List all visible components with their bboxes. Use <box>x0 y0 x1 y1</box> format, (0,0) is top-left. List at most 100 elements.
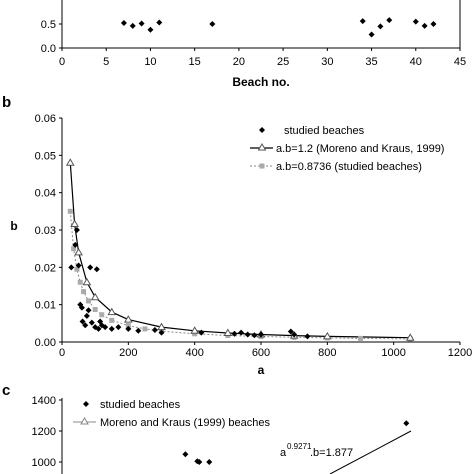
x-tick-label: 15 <box>189 56 201 68</box>
data-point <box>81 289 87 295</box>
data-point <box>403 420 410 427</box>
data-point <box>129 22 136 29</box>
panel-c: c 1000 1200 1400 studied beaches Moreno an… <box>2 382 412 474</box>
series-studied-beaches-fit-curve <box>69 211 411 340</box>
x-tick-label: 5 <box>103 56 109 68</box>
x-tick-label: 40 <box>410 56 422 68</box>
data-point <box>198 329 205 336</box>
data-point <box>102 324 109 331</box>
data-point <box>75 262 82 269</box>
data-point <box>135 327 142 334</box>
legend-label-c-moreno-kraus: Moreno and Kraus (1999) beaches <box>100 417 270 429</box>
data-point <box>209 21 216 27</box>
data-point <box>85 307 92 314</box>
y-tick-label: 0.04 <box>35 188 56 200</box>
x-tick-label: 800 <box>318 347 336 359</box>
x-tick-label: 400 <box>185 347 203 359</box>
data-point <box>190 326 200 334</box>
data-point <box>156 19 163 26</box>
panel-c-legend: studied beaches Moreno and Kraus (1999) … <box>73 399 270 429</box>
data-point <box>231 330 238 337</box>
panel-b-y-axis-label: b <box>10 219 17 233</box>
legend-label-studied-beaches: studied beaches <box>284 125 365 137</box>
panel-a: 0.0 0.5 0 5 10 15 20 25 30 35 40 45 Beach no. <box>41 0 466 89</box>
data-point <box>115 324 122 331</box>
data-point <box>125 325 132 332</box>
data-point <box>108 325 115 332</box>
x-tick-label: 35 <box>365 56 377 68</box>
x-tick-label: 25 <box>277 56 289 68</box>
data-point <box>68 264 75 271</box>
data-point <box>87 264 94 271</box>
data-point <box>83 312 90 319</box>
x-tick-label: 45 <box>454 56 466 68</box>
data-point <box>251 332 258 339</box>
annotation-rest: .b=1.877 <box>310 447 353 459</box>
data-point <box>287 328 294 335</box>
y-tick-label: 0.02 <box>35 262 56 274</box>
data-point <box>109 317 115 323</box>
legend-label-moreno-kraus: a.b=1.2 (Moreno and Kraus, 1999) <box>276 143 444 155</box>
y-tick-label: 0.05 <box>35 150 56 162</box>
panel-a-x-axis-label: Beach no. <box>232 75 289 89</box>
data-point <box>71 246 77 252</box>
legend-item-studied-beaches: studied beaches <box>259 125 365 137</box>
data-point <box>78 304 85 311</box>
data-point <box>82 277 92 286</box>
data-point <box>377 23 384 30</box>
legend-item-moreno-kraus: a.b=1.2 (Moreno and Kraus, 1999) <box>250 143 444 155</box>
panel-c-fit-line <box>329 430 412 474</box>
data-point <box>77 279 83 285</box>
data-point <box>147 26 154 33</box>
data-point <box>223 328 233 337</box>
data-point <box>123 315 133 323</box>
panel-c-annotation: a 0.9271 .b=1.877 <box>280 442 353 459</box>
annotation-exponent: 0.9271 <box>287 442 312 451</box>
y-tick-label: 0.0 <box>41 43 56 55</box>
data-point <box>138 20 145 27</box>
x-tick-label: 200 <box>119 347 137 359</box>
data-point <box>405 333 415 341</box>
data-point <box>95 325 102 332</box>
data-point <box>70 219 79 228</box>
data-point <box>86 298 92 304</box>
data-point <box>65 158 75 166</box>
data-point <box>88 319 95 326</box>
x-tick-label: 1000 <box>381 347 405 359</box>
x-tick-label: 0 <box>59 347 65 359</box>
series-moreno-kraus-curve <box>69 162 411 339</box>
data-point <box>99 312 105 318</box>
y-tick-label: 0.06 <box>35 113 56 125</box>
data-point <box>120 20 127 27</box>
data-point <box>196 459 203 465</box>
data-point <box>368 31 375 38</box>
data-point <box>304 333 311 340</box>
legend-label-studied-fit: a.b=0.8736 (studied beaches) <box>276 161 422 173</box>
y-tick-label: 1400 <box>32 395 56 407</box>
panel-b: b 0.00 0.01 0.02 0.03 0.04 0.05 0.06 0 200 400 60… <box>2 94 472 377</box>
data-point <box>74 266 80 272</box>
data-point <box>72 241 79 248</box>
data-point <box>359 18 366 25</box>
legend-square-marker <box>259 163 265 169</box>
data-point <box>182 451 189 458</box>
data-point <box>291 331 298 338</box>
y-tick-label: 1200 <box>32 426 56 438</box>
data-point <box>90 292 100 301</box>
y-tick-label: 0.03 <box>35 225 56 237</box>
legend-item-c-studied-beaches: studied beaches <box>83 399 181 411</box>
x-tick-label: 600 <box>252 347 270 359</box>
data-point <box>79 318 86 325</box>
data-point <box>93 266 100 273</box>
legend-triangle-marker <box>257 143 267 151</box>
legend-item-c-moreno-kraus: Moreno and Kraus (1999) beaches <box>73 417 270 429</box>
legend-diamond-marker <box>259 127 265 133</box>
data-point <box>73 227 80 233</box>
data-point <box>92 307 98 313</box>
panel-b-legend: studied beaches a.b=1.2 (Moreno and Krau… <box>250 125 444 173</box>
y-tick-label: 0.01 <box>35 300 56 312</box>
data-point <box>244 331 251 338</box>
data-point <box>206 459 213 465</box>
y-tick-label: 1000 <box>32 457 56 469</box>
